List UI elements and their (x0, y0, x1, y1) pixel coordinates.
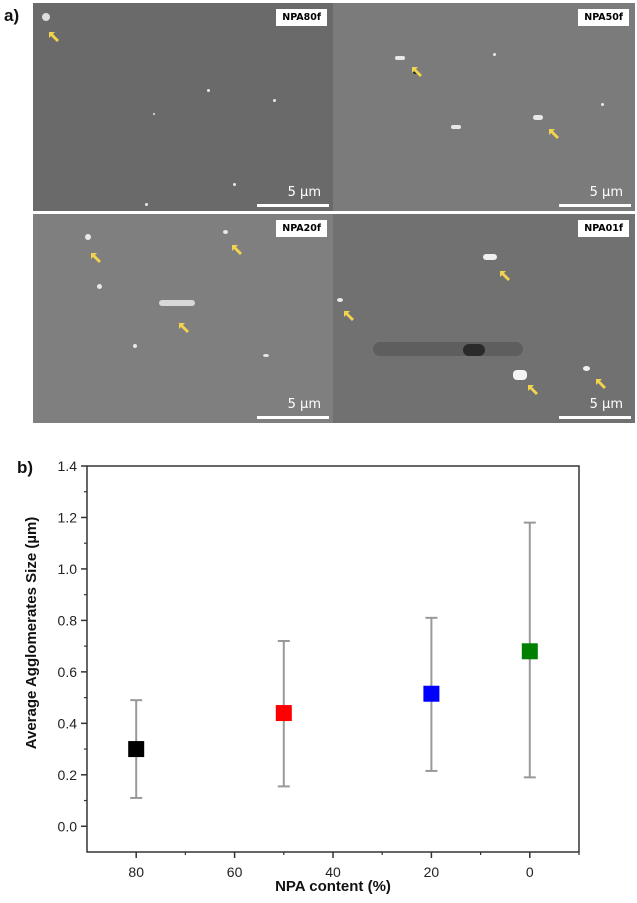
x-tick-label: 20 (424, 864, 440, 880)
micrograph-npa80f: NPA80f 5 µm (33, 3, 333, 211)
x-tick-label: 40 (325, 864, 341, 880)
scale-bar-label: 5 µm (287, 397, 321, 412)
y-tick-label: 0.0 (58, 818, 78, 834)
arrow-icon (500, 271, 510, 281)
y-tick-label: 0.2 (58, 767, 78, 783)
arrow-icon (49, 32, 59, 42)
sample-label: NPA20f (276, 220, 327, 237)
y-tick-label: 1.2 (58, 509, 78, 525)
micrograph-npa01f: NPA01f 5 µm (333, 214, 635, 423)
x-axis-label: NPA content (%) (275, 878, 391, 895)
micrograph-npa20f: NPA20f 5 µm (33, 214, 333, 423)
scale-bar-label: 5 µm (287, 185, 321, 200)
x-tick-label: 80 (128, 864, 144, 880)
x-tick-label: 0 (526, 864, 534, 880)
data-point (521, 521, 538, 779)
data-point (275, 639, 292, 788)
sample-label: NPA80f (276, 9, 327, 26)
sample-label: NPA01f (578, 220, 629, 237)
y-axis-label: Average Agglomerates Size (µm) (23, 517, 40, 750)
data-points (128, 521, 538, 799)
arrow-icon (344, 311, 354, 321)
y-tick-label: 0.8 (58, 612, 78, 628)
arrow-icon (412, 67, 422, 77)
y-tick-label: 1.4 (58, 458, 78, 474)
panel-b-label: b) (17, 458, 34, 477)
y-tick-label: 0.4 (58, 715, 78, 731)
x-tick-label: 60 (227, 864, 243, 880)
plot-axes: 0.0 0.2 0.4 0.6 0.8 1.0 1.2 1.4 80 60 40 20 0 (58, 458, 580, 880)
sample-label: NPA50f (578, 9, 629, 26)
data-point (128, 699, 145, 799)
scale-bar (257, 204, 329, 207)
arrow-icon (232, 245, 242, 255)
data-point (423, 616, 440, 772)
scale-bar (559, 416, 631, 419)
panel-a-label: a) (4, 6, 20, 25)
arrow-icon (91, 253, 101, 263)
scale-bar-label: 5 µm (589, 397, 623, 412)
arrow-icon (179, 323, 189, 333)
agglomerate-size-chart: Average Agglomerates Size (µm) NPA conte… (23, 458, 580, 895)
arrow-icon (596, 379, 606, 389)
micrograph-npa50f: NPA50f 5 µm (333, 3, 635, 211)
scale-bar-label: 5 µm (589, 185, 623, 200)
arrow-icon (549, 129, 559, 139)
scale-bar (559, 204, 631, 207)
y-tick-label: 1.0 (58, 561, 78, 577)
scale-bar (257, 416, 329, 419)
arrow-icon (528, 385, 538, 395)
y-tick-label: 0.6 (58, 664, 78, 680)
